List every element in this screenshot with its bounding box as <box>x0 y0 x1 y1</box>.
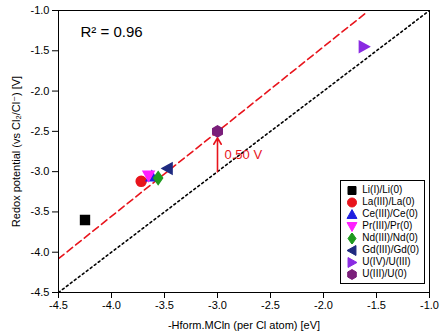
svg-text:-4.0: -4.0 <box>31 246 50 258</box>
svg-text:-4.5: -4.5 <box>49 299 68 311</box>
svg-text:-4.0: -4.0 <box>102 299 121 311</box>
html-text:U(IV)/U(III): U(IV)/U(III) <box>362 256 411 267</box>
html-text:Nd(III)/Nd(0): Nd(III)/Nd(0) <box>362 232 418 243</box>
svg-text:-Hform.MCln (per Cl atom) [eV]: -Hform.MCln (per Cl atom) [eV] <box>168 319 320 331</box>
svg-text:0.50 V: 0.50 V <box>225 147 263 162</box>
svg-text:-1.0: -1.0 <box>420 299 439 311</box>
svg-text:R² = 0.96: R² = 0.96 <box>81 23 143 40</box>
svg-text:-1.5: -1.5 <box>31 44 50 56</box>
html-text:Ce(III)/Ce(0): Ce(III)/Ce(0) <box>362 208 418 219</box>
svg-text:-3.0: -3.0 <box>208 299 227 311</box>
svg-text:-2.5: -2.5 <box>261 299 280 311</box>
html-text:Pr(III)/Pr(0): Pr(III)/Pr(0) <box>362 220 413 231</box>
html-text:Li(I)/Li(0): Li(I)/Li(0) <box>362 184 403 195</box>
svg-text:-2.5: -2.5 <box>31 125 50 137</box>
html-text:U(III)/U(0): U(III)/U(0) <box>362 268 407 279</box>
svg-text:-1.5: -1.5 <box>367 299 386 311</box>
svg-text:-2.0: -2.0 <box>31 85 50 97</box>
svg-text:-3.5: -3.5 <box>155 299 174 311</box>
svg-text:-3.0: -3.0 <box>31 165 50 177</box>
svg-text:-4.5: -4.5 <box>31 286 50 298</box>
html-text:Gd(III)/Gd(0): Gd(III)/Gd(0) <box>362 244 419 255</box>
svg-text:-3.5: -3.5 <box>31 205 50 217</box>
svg-text:-2.0: -2.0 <box>314 299 333 311</box>
svg-text:-1.0: -1.0 <box>31 4 50 16</box>
html-text:La(III)/La(0): La(III)/La(0) <box>362 196 415 207</box>
svg-text:Redox potential (vs Cl₂/Cl⁻) [: Redox potential (vs Cl₂/Cl⁻) [V] <box>10 76 22 227</box>
